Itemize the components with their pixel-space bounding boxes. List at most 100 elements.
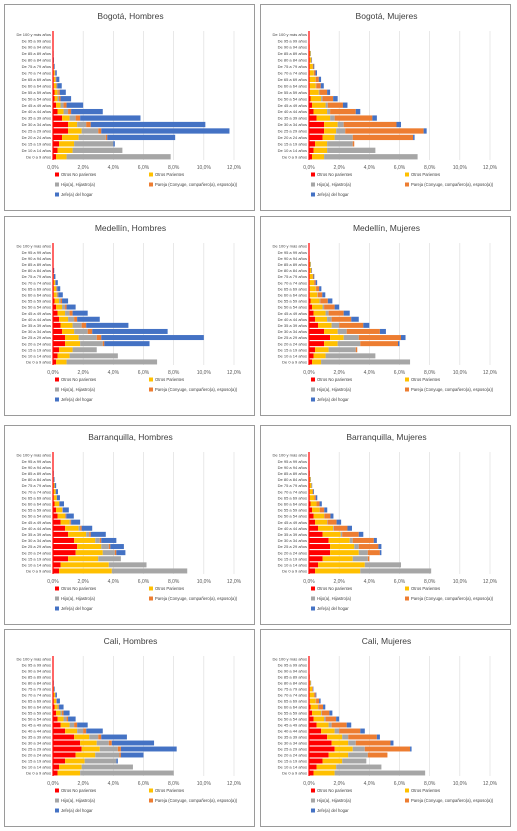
legend-label-pareja: Pareja (Conyuge, compañero(a), esposo(a)… <box>155 387 238 392</box>
bar-hijos <box>66 359 158 365</box>
chart-panel-medellin-mujeres: Medellín, Mujeres 0,0% 2,0% 4,0% 6,0% 8,0% 10,… <box>260 216 511 416</box>
x-tick-label: 0,0% <box>303 781 315 787</box>
bar-otros-parientes <box>322 556 353 562</box>
bar-otros-parientes <box>312 154 325 160</box>
bar-jefe <box>57 83 62 89</box>
category-label: De 70 a 74 años <box>278 693 307 698</box>
bar-pareja <box>70 519 72 525</box>
bar-otros-no-parientes <box>309 341 325 347</box>
bar-pareja <box>343 121 397 128</box>
bar-pareja <box>339 728 361 734</box>
x-tick-label: 0,0% <box>47 370 59 376</box>
bar-otros-parientes <box>62 328 75 334</box>
bar-otros-parientes <box>54 704 58 710</box>
bar-otros-parientes <box>59 141 75 147</box>
category-label: De 25 a 29 años <box>22 747 51 752</box>
legend-swatch-hijos <box>55 596 59 601</box>
bar-jefe <box>59 89 66 95</box>
bar-hijos <box>78 134 106 141</box>
bar-otros-no-parientes <box>53 121 69 128</box>
bar-otros-no-parientes <box>53 304 57 310</box>
legend-label-pareja: Pareja (Conyuge, compañero(a), esposo(a)… <box>411 596 494 601</box>
bar-jefe <box>113 141 115 147</box>
legend-label-otros-parientes: Otros Parientes <box>155 377 184 382</box>
bar-jefe <box>77 316 100 322</box>
bar-pareja <box>58 704 60 710</box>
bar-otros-parientes <box>74 537 96 543</box>
legend-swatch-otros-parientes <box>405 377 409 382</box>
bar-otros-no-parientes <box>53 102 57 108</box>
bar-pareja <box>312 489 314 495</box>
bar-otros-no-parientes <box>309 134 323 141</box>
bar-otros-parientes <box>59 347 73 353</box>
bar-otros-parientes <box>56 710 61 716</box>
bar-otros-no-parientes <box>53 716 58 722</box>
category-label: De 0 a 9 años <box>26 569 51 574</box>
bar-otros-no-parientes <box>53 752 76 758</box>
legend-swatch-otros-parientes <box>405 172 409 177</box>
bar-jefe <box>55 489 58 495</box>
bar-otros-no-parientes <box>309 322 319 328</box>
category-label: De 20 a 24 años <box>22 550 51 555</box>
bar-otros-parientes <box>56 507 63 513</box>
category-label: De 75 a 79 años <box>22 687 51 692</box>
category-label: De 90 a 94 años <box>22 45 51 50</box>
bar-hijos <box>322 304 325 310</box>
category-label: De 10 a 14 años <box>22 148 51 153</box>
x-tick-label: 8,0% <box>424 165 436 171</box>
x-tick-label: 2,0% <box>77 370 89 376</box>
x-tick-label: 4,0% <box>108 370 120 376</box>
category-label: De 45 a 49 años <box>278 103 307 108</box>
bar-hijos <box>57 704 59 710</box>
category-label: De 70 a 74 años <box>22 280 51 285</box>
bar-jefe <box>101 734 127 740</box>
bar-otros-no-parientes <box>53 525 66 531</box>
bar-jefe <box>315 495 318 501</box>
category-label: De 100 y más años <box>273 32 307 37</box>
bar-jefe <box>373 537 377 543</box>
bar-hijos <box>342 734 349 740</box>
category-label: De 80 a 84 años <box>278 681 307 686</box>
bar-otros-no-parientes <box>53 89 55 95</box>
category-label: De 85 a 89 años <box>278 262 307 267</box>
legend-swatch-pareja <box>149 596 153 601</box>
bar-hijos <box>111 568 188 574</box>
bar-jefe <box>410 746 412 752</box>
bar-otros-parientes <box>68 556 99 562</box>
category-label: De 90 a 94 años <box>278 465 307 470</box>
category-label: De 55 a 59 años <box>22 299 51 304</box>
category-label: De 80 a 84 años <box>278 268 307 273</box>
category-label: De 65 a 69 años <box>22 699 51 704</box>
bar-hijos <box>84 758 117 764</box>
bar-otros-no-parientes <box>309 722 317 728</box>
bar-otros-parientes <box>53 483 55 489</box>
bar-otros-parientes <box>318 322 332 328</box>
bar-otros-parientes <box>312 359 322 365</box>
bar-hijos <box>321 359 411 365</box>
category-label: De 65 a 69 años <box>278 286 307 291</box>
bar-otros-parientes <box>318 525 334 531</box>
bar-hijos <box>327 316 332 322</box>
x-tick-label: 4,0% <box>364 165 376 171</box>
bar-otros-no-parientes <box>53 347 60 353</box>
bar-jefe <box>90 121 206 128</box>
bar-otros-no-parientes <box>309 537 329 543</box>
category-label: De 50 a 54 años <box>278 717 307 722</box>
bar-hijos <box>77 728 84 734</box>
bar-otros-no-parientes <box>309 770 314 776</box>
x-tick-label: 6,0% <box>394 781 406 787</box>
x-tick-label: 12,0% <box>483 165 498 171</box>
bar-otros-parientes <box>312 102 326 108</box>
bar-hijos <box>321 710 322 716</box>
category-label: De 80 a 84 años <box>22 268 51 273</box>
bar-hijos <box>62 304 66 310</box>
bar-pareja <box>331 316 352 322</box>
x-tick-label: 4,0% <box>108 165 120 171</box>
bar-pareja <box>327 102 343 108</box>
bar-jefe <box>59 704 64 710</box>
category-label: De 20 a 24 años <box>22 341 51 346</box>
x-tick-label: 4,0% <box>108 781 120 787</box>
bar-otros-no-parientes <box>309 764 317 770</box>
bar-otros-parientes <box>324 341 338 347</box>
category-label: De 25 a 29 años <box>278 335 307 340</box>
